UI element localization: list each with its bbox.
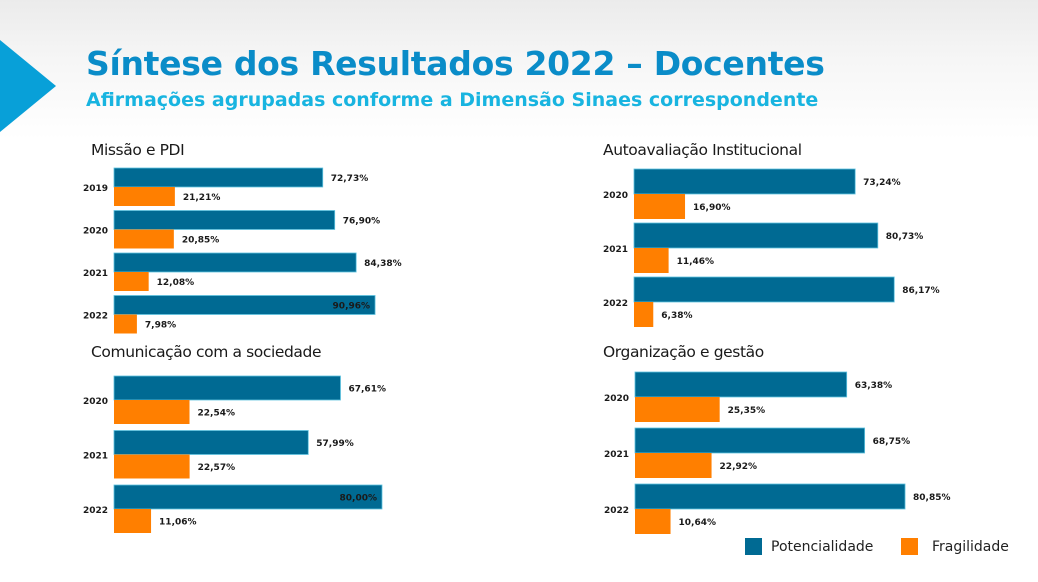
bar-potencialidade — [113, 210, 336, 230]
chart-title: Organização e gestão — [603, 343, 764, 361]
data-label-fragilidade: 20,85% — [182, 236, 220, 246]
category-label: 2021 — [603, 245, 628, 255]
chart-autoavaliacao: Autoavaliação Institucional 2020 73,24% 16… — [603, 141, 1033, 336]
legend-label: Potencialidade — [771, 538, 874, 555]
category-label: 2020 — [83, 227, 108, 237]
bar-fragilidade — [635, 453, 712, 478]
data-label-potencialidade: 72,73% — [331, 174, 369, 184]
bar-fragilidade — [635, 509, 671, 534]
data-label-fragilidade: 22,54% — [198, 409, 236, 419]
category-label: 2020 — [603, 191, 628, 201]
page-subtitle: Afirmações agrupadas conforme a Dimensão… — [86, 89, 819, 111]
chart-missao-pdi: Missão e PDI 2019 72,73% 21,21% 2020 76,90% 2… — [83, 141, 511, 336]
bar-potencialidade — [113, 167, 324, 188]
bar-potencialidade — [633, 168, 856, 195]
bar-potencialidade — [113, 375, 341, 401]
data-label-potencialidade: 86,17% — [902, 286, 940, 296]
bar-potencialidade — [113, 252, 357, 273]
bar-chart-svg: 2019 72,73% 21,21% 2020 76,90% 20,85% 2021 84,3… — [83, 167, 402, 334]
category-label: 2022 — [604, 506, 629, 516]
category-label: 2022 — [83, 312, 108, 322]
bar-fragilidade — [635, 397, 720, 422]
bar-fragilidade — [114, 400, 190, 424]
bar-fragilidade — [114, 454, 190, 479]
bar-fragilidade — [634, 194, 686, 219]
data-label-potencialidade: 63,38% — [855, 381, 893, 391]
legend-potencialidade: Potencialidade — [745, 538, 873, 555]
chart-title: Autoavaliação Institucional — [603, 141, 802, 159]
chart-title: Comunicação com a sociedade — [91, 343, 322, 361]
data-label-potencialidade: 80,85% — [913, 493, 951, 503]
legend-swatch-fragilidade — [901, 538, 918, 555]
bar-potencialidade — [113, 295, 376, 315]
data-label-fragilidade: 7,98% — [145, 321, 176, 331]
data-label-potencialidade: 57,99% — [316, 439, 354, 449]
data-label-fragilidade: 22,92% — [720, 462, 758, 472]
data-label-potencialidade: 80,00% — [340, 494, 378, 504]
bar-fragilidade — [114, 272, 149, 291]
bar-potencialidade — [633, 222, 879, 249]
bar-fragilidade — [634, 248, 669, 273]
data-label-potencialidade: 73,24% — [863, 178, 901, 188]
category-label: 2020 — [604, 394, 629, 404]
bar-potencialidade — [633, 276, 895, 303]
category-label: 2021 — [604, 450, 629, 460]
category-label: 2020 — [83, 397, 108, 407]
chart-title: Missão e PDI — [91, 141, 185, 159]
data-label-fragilidade: 6,38% — [661, 311, 692, 321]
bar-chart-svg: 2020 73,24% 16,90% 2021 80,73% 11,46% 2022 86,1… — [603, 168, 940, 327]
page-title: Síntese dos Resultados 2022 – Docentes — [86, 44, 825, 83]
data-label-potencialidade: 80,73% — [886, 232, 924, 242]
bar-fragilidade — [114, 314, 137, 334]
data-label-potencialidade: 84,38% — [364, 259, 402, 269]
data-label-fragilidade: 12,08% — [157, 278, 195, 288]
data-label-fragilidade: 21,21% — [183, 193, 221, 203]
chart-organizacao: Organização e gestão 2020 63,38% 25,35% 202… — [603, 343, 1033, 538]
data-label-fragilidade: 10,64% — [679, 518, 717, 528]
category-label: 2021 — [83, 452, 108, 462]
legend-swatch-potencialidade — [745, 538, 762, 555]
bar-fragilidade — [114, 229, 174, 249]
data-label-potencialidade: 76,90% — [343, 217, 381, 227]
data-label-potencialidade: 68,75% — [873, 437, 911, 447]
data-label-fragilidade: 25,35% — [728, 406, 766, 416]
data-label-fragilidade: 11,46% — [677, 257, 715, 267]
bar-fragilidade — [114, 187, 175, 206]
data-label-fragilidade: 11,06% — [159, 518, 197, 528]
category-label: 2021 — [83, 269, 108, 279]
decorative-arrow-icon — [0, 40, 56, 132]
bar-potencialidade — [634, 371, 848, 398]
category-label: 2022 — [603, 299, 628, 309]
bar-fragilidade — [114, 509, 152, 533]
data-label-potencialidade: 67,61% — [348, 385, 386, 395]
category-label: 2022 — [83, 506, 108, 516]
data-label-fragilidade: 22,57% — [198, 463, 236, 473]
bar-potencialidade — [113, 430, 309, 455]
data-label-potencialidade: 90,96% — [333, 302, 371, 312]
legend-label: Fragilidade — [932, 538, 1009, 555]
data-label-fragilidade: 16,90% — [693, 203, 731, 213]
bar-chart-svg: 2020 67,61% 22,54% 2021 57,99% 22,57% 2022 80,0… — [83, 375, 386, 533]
bar-potencialidade — [634, 427, 866, 454]
bar-fragilidade — [634, 302, 654, 327]
chart-comunicacao: Comunicação com a sociedade 2020 67,61% 22… — [83, 343, 511, 543]
legend-fragilidade: Fragilidade — [901, 538, 1009, 555]
bar-potencialidade — [113, 484, 383, 510]
category-label: 2019 — [83, 184, 108, 194]
bar-potencialidade — [634, 483, 906, 510]
bar-chart-svg: 2020 63,38% 25,35% 2021 68,75% 22,92% 2022 80,8… — [604, 371, 951, 534]
